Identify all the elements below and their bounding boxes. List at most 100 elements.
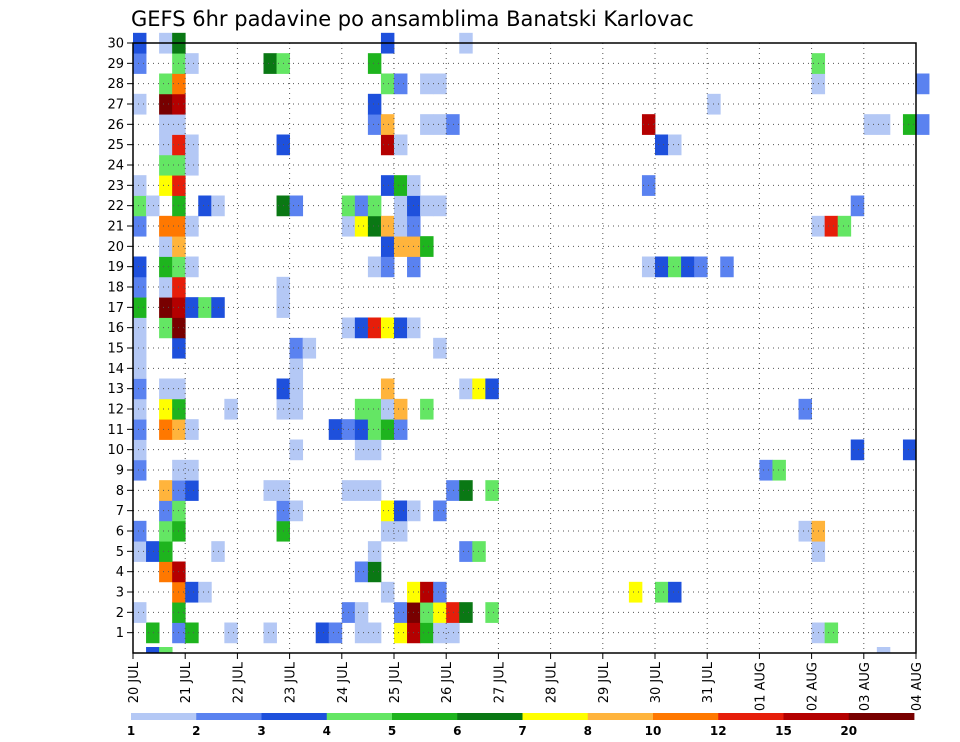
- y-tick-label: 16: [107, 321, 124, 336]
- colorbar-label: 1: [127, 724, 135, 738]
- heatmap-cell: [394, 398, 408, 420]
- colorbar-label: 20: [840, 724, 857, 738]
- colorbar-swatch: [392, 713, 458, 720]
- heatmap-cell: [133, 175, 147, 196]
- x-tick-label: 22 JUL: [231, 661, 246, 703]
- heatmap-cell: [420, 602, 434, 623]
- heatmap-cell: [133, 317, 147, 339]
- heatmap-cell: [185, 256, 199, 278]
- heatmap-cell: [420, 236, 434, 257]
- heatmap-cell: [159, 73, 173, 95]
- heatmap-cell: [159, 398, 173, 420]
- heatmap-cell: [472, 378, 486, 400]
- heatmap-cell: [354, 419, 369, 440]
- heatmap-cell: [380, 215, 395, 237]
- heatmap-cell: [289, 398, 304, 420]
- heatmap-cell: [328, 419, 343, 440]
- x-tick-label: 28 JUL: [545, 661, 560, 703]
- y-tick-label: 4: [116, 565, 124, 580]
- colorbar-label: 5: [388, 724, 396, 738]
- heatmap-cell: [459, 541, 473, 562]
- heatmap-cell: [720, 256, 734, 278]
- heatmap-cell: [433, 581, 447, 603]
- heatmap-cell: [133, 297, 147, 318]
- colorbar-label: 4: [323, 724, 331, 738]
- heatmap-cell: [420, 114, 434, 135]
- colorbar-label: 12: [710, 724, 727, 738]
- heatmap-cell: [185, 134, 199, 156]
- heatmap-cell: [133, 215, 147, 237]
- colorbar-swatch: [783, 713, 850, 720]
- heatmap-cell: [850, 195, 865, 217]
- y-tick-label: 15: [107, 342, 124, 357]
- y-tick-label: 10: [107, 443, 124, 458]
- heatmap-cell: [289, 195, 304, 217]
- heatmap-cell: [185, 297, 199, 318]
- colorbar-label: 8: [584, 724, 592, 738]
- y-tick-label: 5: [116, 545, 124, 560]
- heatmap-cell: [263, 622, 277, 644]
- x-tick-label: 26 JUL: [440, 661, 455, 703]
- y-tick-label: 29: [107, 57, 124, 72]
- heatmap-cell: [159, 297, 173, 318]
- colorbar: 1 2 3 4 5 6 7 8 10 12 15 20: [127, 713, 915, 738]
- heatmap-cell: [394, 175, 408, 196]
- x-tick-label: 01 AUG: [753, 662, 768, 711]
- heatmap-cell: [159, 114, 173, 135]
- heatmap-cell: [446, 622, 460, 644]
- colorbar-label: 6: [453, 724, 461, 738]
- heatmap-cell: [837, 215, 852, 237]
- heatmap-cell: [133, 358, 147, 379]
- heatmap-cell: [380, 581, 395, 603]
- heatmap-cell: [367, 195, 382, 217]
- heatmap-cell: [433, 337, 447, 359]
- heatmap-cell: [185, 419, 199, 440]
- y-tick-label: 18: [107, 281, 124, 296]
- heatmap-cell: [159, 561, 173, 583]
- heatmap-cell: [367, 93, 382, 115]
- heatmap-cell: [263, 53, 277, 74]
- heatmap-cell: [289, 378, 304, 400]
- heatmap-cell: [420, 73, 434, 95]
- heatmap-cell: [668, 134, 682, 156]
- heatmap-cell: [446, 480, 460, 501]
- colorbar-swatch: [718, 713, 784, 720]
- heatmap-cell: [380, 114, 395, 135]
- heatmap-cell: [485, 378, 499, 400]
- heatmap-cell: [916, 114, 930, 135]
- heatmap-cell: [394, 602, 408, 623]
- heatmap-cell: [394, 195, 408, 217]
- heatmap-cell: [902, 114, 917, 135]
- heatmap-cell: [459, 602, 473, 623]
- y-tick-label: 13: [107, 382, 124, 397]
- heatmap-cell: [380, 500, 395, 522]
- heatmap-cell: [302, 337, 317, 359]
- heatmap-cell: [394, 317, 408, 339]
- heatmap-cell: [354, 195, 369, 217]
- heatmap-cell: [289, 500, 304, 522]
- heatmap-cell: [159, 134, 173, 156]
- heatmap-cell: [394, 236, 408, 257]
- heatmap-cell: [380, 73, 395, 95]
- x-axis-ticks: 20 JUL 21 JUL 22 JUL 23 JUL 24 JUL 25 JUL 26 J…: [127, 653, 925, 711]
- heatmap-cell: [394, 419, 408, 440]
- heatmap-cell: [185, 480, 199, 501]
- y-tick-label: 21: [107, 220, 124, 235]
- heatmap-cell: [380, 398, 395, 420]
- heatmap-cell: [420, 398, 434, 420]
- y-tick-label: 2: [116, 606, 124, 621]
- heatmap-cell: [655, 581, 669, 603]
- heatmap-cell: [485, 602, 499, 623]
- y-tick-label: 6: [116, 525, 124, 540]
- x-tick-label: 25 JUL: [388, 661, 403, 703]
- heatmap-cell: [159, 154, 173, 176]
- y-tick-label: 20: [107, 240, 124, 255]
- heatmap-cell: [289, 439, 304, 461]
- y-tick-label: 1: [116, 626, 124, 641]
- y-axis-ticks: 1234567891011121314151617181920212223242…: [107, 37, 133, 641]
- heatmap-cell: [146, 541, 160, 562]
- heatmap-cell: [472, 541, 486, 562]
- heatmap-cell: [459, 378, 473, 400]
- heatmap-cell: [850, 439, 865, 461]
